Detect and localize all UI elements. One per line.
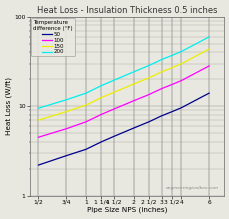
Legend: 50, 100, 150, 200: 50, 100, 150, 200 [31,18,74,57]
50 [112,135,115,138]
Line: 200: 200 [38,37,208,108]
150 [179,62,182,65]
Y-axis label: Heat Loss (W/ft): Heat Loss (W/ft) [5,77,12,135]
200 [179,50,182,53]
150 [84,104,87,106]
100 [179,79,182,82]
150 [65,110,67,113]
100 [65,127,67,130]
200 [100,84,102,87]
Title: Heat Loss - Insulation Thickness 0.5 inches: Heat Loss - Insulation Thickness 0.5 inc… [37,5,216,14]
50 [170,110,173,113]
X-axis label: Pipe Size NPS (inches): Pipe Size NPS (inches) [87,207,166,214]
200 [132,71,134,73]
150 [132,83,134,85]
100 [100,113,102,116]
150 [159,71,162,73]
200 [170,54,173,57]
100 [207,65,210,67]
50 [132,127,134,129]
50 [207,92,210,94]
50 [179,106,182,109]
200 [112,79,115,81]
50 [100,141,102,143]
Line: 100: 100 [38,66,208,137]
100 [37,136,40,139]
150 [147,76,150,79]
150 [112,91,115,94]
200 [159,58,162,61]
100 [170,83,173,86]
Line: 150: 150 [38,49,208,120]
100 [84,120,87,123]
200 [147,64,150,67]
50 [147,120,150,123]
150 [207,48,210,50]
Text: engineeringtoolbox.com: engineeringtoolbox.com [165,186,218,190]
50 [65,154,67,157]
100 [159,87,162,90]
150 [37,119,40,121]
200 [65,99,67,101]
100 [112,108,115,110]
150 [170,66,173,69]
50 [159,115,162,117]
50 [37,164,40,166]
150 [100,96,102,99]
100 [132,99,134,102]
200 [37,107,40,110]
200 [84,92,87,94]
Line: 50: 50 [38,93,208,165]
200 [207,35,210,38]
50 [84,148,87,151]
100 [147,93,150,96]
